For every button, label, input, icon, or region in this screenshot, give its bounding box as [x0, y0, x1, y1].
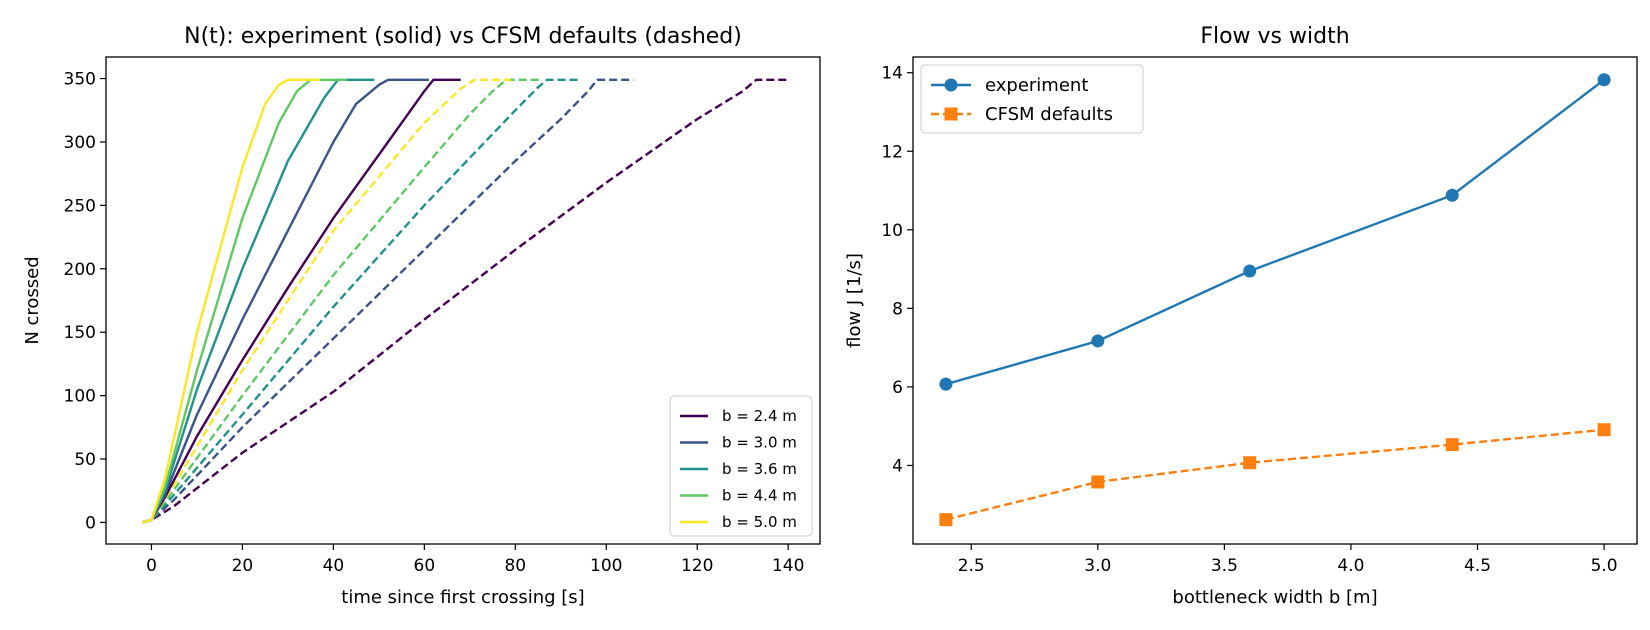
x-tick-label: 3.5	[1211, 556, 1238, 576]
chart-title: Flow vs width	[1200, 24, 1349, 49]
x-tick-label: 100	[590, 556, 622, 576]
x-axis-label: bottleneck width b [m]	[1172, 587, 1377, 608]
legend-label: b = 3.6 m	[722, 460, 797, 478]
series-line-6	[142, 78, 789, 524]
x-tick-label: 40	[323, 556, 345, 576]
legend-label: experiment	[985, 75, 1088, 96]
series-1	[939, 73, 1611, 391]
data-point	[1243, 264, 1257, 278]
legend-box	[669, 395, 813, 537]
x-tick-label: 80	[504, 556, 526, 576]
y-tick-label: 150	[64, 323, 96, 343]
y-tick-label: 4	[892, 456, 903, 476]
chart-title: N(t): experiment (solid) vs CFSM default…	[184, 24, 742, 49]
y-tick-label: 10	[881, 221, 903, 241]
y-tick-label: 100	[64, 387, 96, 407]
legend-label: b = 2.4 m	[722, 407, 797, 425]
x-tick-label: 120	[681, 556, 713, 576]
series-line	[945, 428, 1605, 521]
x-tick-label: 3.0	[1084, 556, 1111, 576]
y-tick-label: 0	[85, 513, 96, 533]
series-2	[939, 423, 1611, 527]
series-line-8	[142, 78, 579, 524]
chart-2: Flow vs width 2.5 3.0 3.5 4.0 4.5 5.0 4 6 8 10 12 14…	[844, 24, 1638, 608]
series-line-7	[142, 78, 634, 524]
y-tick-label: 200	[64, 260, 96, 280]
data-point	[1243, 456, 1257, 470]
y-tick-label: 300	[64, 133, 96, 153]
y-axis-label: flow J [1/s]	[844, 253, 865, 348]
chart-1: N(t): experiment (solid) vs CFSM default…	[22, 24, 821, 608]
data-point	[1091, 334, 1105, 348]
legend: b = 2.4 m b = 3.0 m b = 3.6 m b = 4.4 m b = …	[669, 395, 813, 537]
x-axis-label: time since first crossing [s]	[341, 587, 584, 608]
legend-label: b = 4.4 m	[722, 487, 797, 505]
data-point	[1091, 475, 1105, 489]
data-point	[939, 377, 953, 391]
x-tick-label: 2.5	[958, 556, 985, 576]
series-line-4	[142, 78, 347, 524]
legend-label: b = 5.0 m	[722, 513, 797, 531]
legend-label: b = 3.0 m	[722, 434, 797, 452]
x-tick-label: 0	[146, 556, 157, 576]
series-line-10	[142, 78, 511, 524]
series-group	[142, 78, 789, 524]
x-tick-label: 60	[414, 556, 436, 576]
data-point	[1597, 423, 1611, 437]
y-tick-label: 14	[881, 64, 903, 84]
y-tick-label: 50	[74, 450, 96, 470]
y-tick-label: 8	[892, 299, 903, 319]
y-tick-label: 250	[64, 196, 96, 216]
series-line-9	[142, 78, 543, 524]
legend-marker	[944, 78, 958, 92]
y-tick-label: 12	[881, 142, 903, 162]
data-point	[1445, 188, 1459, 202]
y-tick-label: 6	[892, 378, 903, 398]
x-tick-label: 20	[232, 556, 254, 576]
y-axis-label: N crossed	[22, 256, 43, 344]
legend-marker	[944, 107, 958, 121]
plot-frame	[912, 56, 1638, 545]
x-tick-label: 140	[772, 556, 804, 576]
x-tick-label: 4.0	[1337, 556, 1364, 576]
legend-label: CFSM defaults	[985, 104, 1113, 125]
x-tick-label: 5.0	[1591, 556, 1618, 576]
x-tick-label: 4.5	[1464, 556, 1491, 576]
legend-box	[920, 64, 1144, 134]
series-line-3	[142, 78, 375, 524]
data-point	[939, 513, 953, 527]
series-line-5	[142, 78, 320, 524]
legend: experiment CFSM defaults	[920, 64, 1144, 134]
data-point	[1445, 438, 1459, 452]
y-tick-label: 350	[64, 70, 96, 90]
data-point	[1597, 73, 1611, 87]
plot-frame	[105, 56, 821, 545]
